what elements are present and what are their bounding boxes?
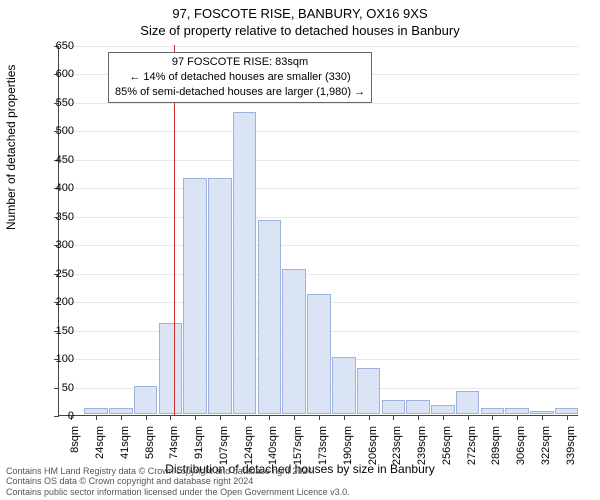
xtick-mark (245, 415, 246, 420)
histogram-bar (159, 323, 183, 414)
xtick-mark (492, 415, 493, 420)
xtick-label: 256sqm (441, 426, 453, 476)
xtick-label: 322sqm (540, 426, 552, 476)
histogram-bar (431, 405, 455, 414)
histogram-bar (382, 400, 406, 414)
histogram-bar (307, 294, 331, 414)
ytick-label: 250 (44, 268, 74, 280)
xtick-mark (468, 415, 469, 420)
annotation-line2: ← 14% of detached houses are smaller (33… (115, 70, 365, 85)
ytick-label: 150 (44, 325, 74, 337)
y-axis-label: Number of detached properties (4, 65, 18, 230)
ytick-label: 450 (44, 154, 74, 166)
xtick-mark (96, 415, 97, 420)
xtick-mark (170, 415, 171, 420)
xtick-mark (567, 415, 568, 420)
annotation-box: 97 FOSCOTE RISE: 83sqm ← 14% of detached… (108, 52, 372, 103)
xtick-mark (220, 415, 221, 420)
xtick-label: 272sqm (466, 426, 478, 476)
gridline (59, 188, 579, 189)
gridline (59, 160, 579, 161)
ytick-label: 100 (44, 353, 74, 365)
xtick-mark (294, 415, 295, 420)
ytick-label: 300 (44, 239, 74, 251)
histogram-bar (208, 178, 232, 414)
histogram-bar (282, 269, 306, 414)
xtick-label: 289sqm (490, 426, 502, 476)
xtick-mark (195, 415, 196, 420)
xtick-mark (418, 415, 419, 420)
histogram-bar (555, 408, 579, 414)
xtick-mark (517, 415, 518, 420)
histogram-bar (84, 408, 108, 414)
xtick-mark (369, 415, 370, 420)
gridline (59, 274, 579, 275)
footer-credits: Contains HM Land Registry data © Crown c… (6, 466, 350, 498)
histogram-bar (332, 357, 356, 414)
xtick-mark (344, 415, 345, 420)
gridline (59, 46, 579, 47)
xtick-label: 206sqm (367, 426, 379, 476)
histogram-bar (530, 411, 554, 414)
histogram-bar (183, 178, 207, 414)
ytick-label: 400 (44, 182, 74, 194)
histogram-bar (505, 408, 529, 414)
ytick-label: 50 (44, 382, 74, 394)
xtick-label: 306sqm (515, 426, 527, 476)
ytick-label: 550 (44, 97, 74, 109)
gridline (59, 245, 579, 246)
histogram-bar (456, 391, 480, 414)
gridline (59, 103, 579, 104)
histogram-bar (134, 386, 158, 414)
histogram-bar (258, 220, 282, 414)
xtick-mark (443, 415, 444, 420)
footer-line1: Contains HM Land Registry data © Crown c… (6, 466, 350, 477)
xtick-mark (542, 415, 543, 420)
ytick-label: 350 (44, 211, 74, 223)
xtick-mark (269, 415, 270, 420)
xtick-label: 239sqm (416, 426, 428, 476)
histogram-bar (357, 368, 381, 414)
page-title-address: 97, FOSCOTE RISE, BANBURY, OX16 9XS (0, 0, 600, 21)
xtick-label: 223sqm (391, 426, 403, 476)
histogram-bar (109, 408, 133, 414)
histogram-bar (481, 408, 505, 414)
xtick-mark (319, 415, 320, 420)
gridline (59, 131, 579, 132)
ytick-label: 650 (44, 40, 74, 52)
ytick-label: 200 (44, 296, 74, 308)
xtick-mark (121, 415, 122, 420)
xtick-mark (146, 415, 147, 420)
annotation-line1: 97 FOSCOTE RISE: 83sqm (115, 55, 365, 70)
ytick-label: 0 (44, 410, 74, 422)
histogram-bar (233, 112, 257, 414)
footer-line2: Contains OS data © Crown copyright and d… (6, 476, 350, 487)
gridline (59, 217, 579, 218)
xtick-label: 339sqm (565, 426, 577, 476)
page-subtitle: Size of property relative to detached ho… (0, 21, 600, 38)
histogram-bar (406, 400, 430, 414)
xtick-mark (393, 415, 394, 420)
annotation-line3: 85% of semi-detached houses are larger (… (115, 85, 365, 100)
footer-line3: Contains public sector information licen… (6, 487, 350, 498)
chart-area: 8sqm24sqm41sqm58sqm74sqm91sqm107sqm124sq… (58, 46, 578, 416)
ytick-label: 600 (44, 68, 74, 80)
ytick-label: 500 (44, 125, 74, 137)
